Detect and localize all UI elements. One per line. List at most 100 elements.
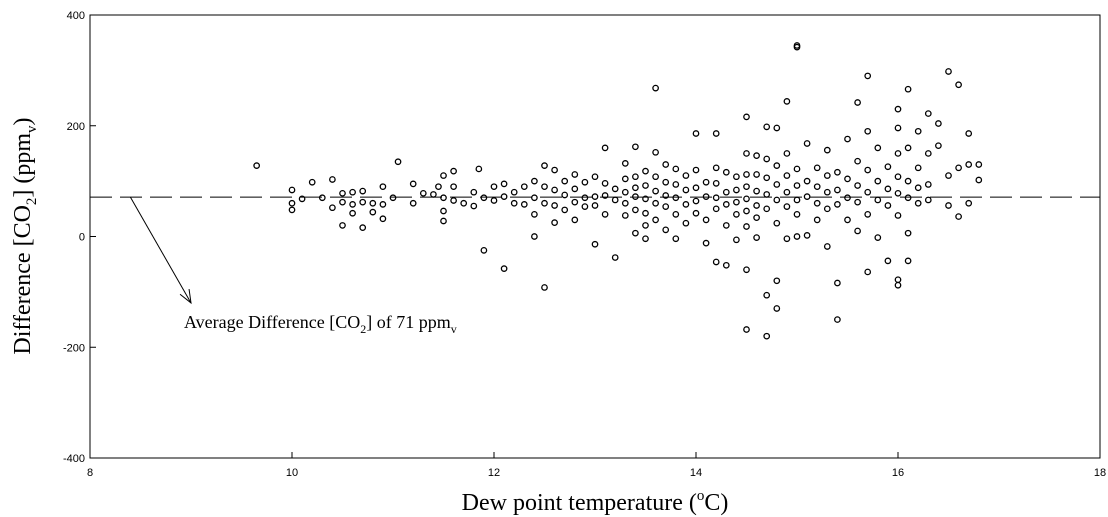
data-point (834, 316, 841, 323)
data-point (621, 199, 629, 207)
data-point (632, 206, 639, 214)
data-point (531, 194, 538, 202)
data-point (551, 166, 558, 174)
data-point (975, 176, 983, 184)
data-point (581, 203, 589, 210)
data-point (965, 161, 973, 168)
data-point (440, 217, 447, 225)
data-point (359, 224, 367, 231)
data-point (763, 155, 771, 163)
data-point (793, 43, 801, 51)
data-point (854, 198, 861, 206)
data-point (733, 186, 740, 194)
data-point (470, 188, 478, 196)
data-point (834, 168, 841, 176)
data-point (450, 197, 457, 204)
data-point (308, 178, 316, 186)
y-tick-label: 400 (67, 10, 85, 22)
data-point (904, 194, 912, 202)
data-point (844, 216, 851, 224)
data-point (611, 254, 619, 261)
data-point (712, 179, 720, 187)
data-point (783, 188, 791, 196)
data-point (692, 197, 700, 205)
data-point (753, 214, 760, 222)
data-point (813, 199, 821, 207)
data-point (298, 195, 306, 203)
y-ticks: 400 200 0 -200 -400 (63, 10, 96, 465)
data-point (894, 212, 902, 219)
data-point (864, 127, 872, 135)
data-point (349, 201, 356, 208)
data-point (359, 187, 367, 195)
data-point (591, 193, 599, 200)
data-point (773, 124, 781, 132)
data-point (642, 209, 649, 217)
data-point (763, 123, 771, 131)
data-point (379, 183, 387, 191)
data-point (874, 144, 882, 152)
x-tick-label: 16 (892, 467, 904, 479)
data-point (551, 202, 558, 209)
data-point (803, 177, 811, 185)
data-point (823, 205, 831, 213)
data-point (834, 201, 841, 208)
data-point (712, 205, 720, 213)
data-point (318, 194, 326, 202)
data-point (864, 268, 872, 276)
data-point (480, 246, 488, 254)
data-point (823, 146, 831, 154)
data-point (480, 194, 488, 202)
data-point (743, 113, 750, 121)
data-point (642, 222, 649, 229)
data-point (844, 135, 851, 143)
data-point (692, 209, 700, 217)
data-point (591, 240, 599, 248)
data-point (864, 211, 872, 218)
data-point (450, 183, 457, 191)
data-point (642, 182, 649, 189)
data-point (924, 110, 932, 117)
data-point (541, 199, 548, 207)
data-point (440, 194, 447, 202)
data-point (763, 191, 771, 198)
data-point (329, 176, 336, 183)
data-point (733, 198, 740, 206)
data-point (500, 265, 508, 272)
data-point (642, 195, 649, 203)
data-point (914, 164, 922, 172)
data-point (682, 172, 690, 179)
data-point (601, 144, 609, 152)
data-point (621, 160, 629, 167)
data-point (743, 207, 750, 215)
data-point (894, 189, 902, 197)
data-point (541, 183, 548, 191)
data-point (632, 184, 639, 192)
data-point (440, 207, 447, 215)
data-point (601, 179, 609, 187)
data-point (692, 184, 700, 192)
data-point (702, 216, 710, 224)
data-point (904, 229, 912, 237)
data-point (924, 150, 932, 157)
data-point (813, 183, 821, 191)
data-point (965, 199, 973, 207)
annotation-label: Average Difference [CO2] of 71 ppmv (184, 312, 457, 336)
data-point (743, 266, 750, 274)
data-point (409, 180, 417, 188)
data-point (773, 181, 781, 188)
data-point (601, 211, 609, 218)
data-point (369, 208, 377, 216)
data-point (854, 99, 861, 106)
data-point (783, 172, 791, 179)
data-point (924, 196, 932, 204)
data-point (864, 166, 872, 174)
data-point (904, 257, 912, 265)
data-point (672, 211, 680, 218)
data-point (884, 202, 892, 209)
data-point (753, 202, 760, 209)
data-point (935, 142, 942, 150)
data-point (440, 172, 447, 179)
data-point (692, 130, 700, 137)
data-point (475, 165, 483, 173)
